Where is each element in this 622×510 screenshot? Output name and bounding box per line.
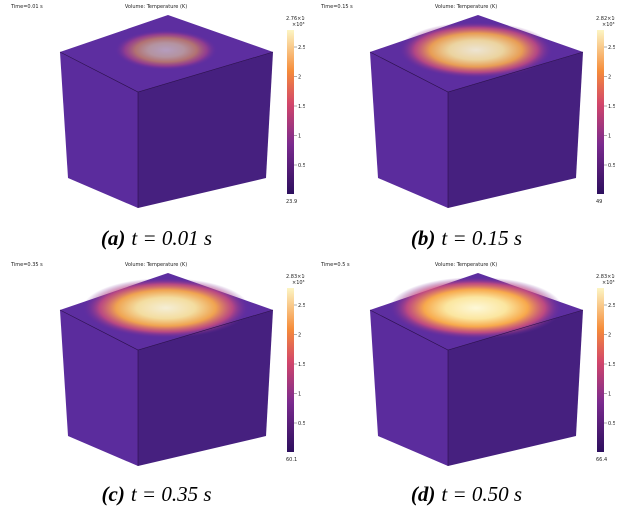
caption: (b) t = 0.15 s bbox=[318, 226, 615, 251]
colorbar-tick-label: 0.5 bbox=[608, 163, 615, 169]
colorbar bbox=[287, 30, 294, 194]
caption: (d) t = 0.50 s bbox=[318, 482, 615, 507]
render: Time=0.01 s Volume: Temperature (K) 2.76×1… bbox=[10, 4, 310, 208]
time-label: Time=0.5 s bbox=[320, 262, 350, 268]
time-label: Time=0.15 s bbox=[320, 4, 353, 10]
plot-title: Volume: Temperature (K) bbox=[435, 4, 497, 10]
hot-spot bbox=[399, 22, 553, 78]
colorbar-tick-label: 0.5 bbox=[298, 421, 305, 427]
colorbar-tick-label: 1 bbox=[298, 133, 301, 139]
caption-label: (d) bbox=[410, 482, 436, 506]
panel: Time=0.35 s Volume: Temperature (K) 2.83×1… bbox=[8, 258, 310, 470]
colorbar-tick-label: 2.5 bbox=[608, 45, 615, 51]
render: Time=0.5 s Volume: Temperature (K) 2.83×10… bbox=[320, 262, 620, 466]
panel: Time=0.5 s Volume: Temperature (K) 2.83×10… bbox=[318, 258, 620, 470]
hot-spot bbox=[389, 277, 563, 339]
colorbar-exponent: ×10³ bbox=[292, 280, 305, 286]
colorbar-tick-label: 1.5 bbox=[298, 362, 305, 368]
time-label: Time=0.35 s bbox=[10, 262, 43, 268]
colorbar-max: 2.83×10³ bbox=[286, 274, 305, 280]
colorbar-max: 2.76×10³ bbox=[286, 16, 305, 22]
caption-label: (c) bbox=[101, 482, 125, 506]
colorbar-tick-label: 1 bbox=[608, 391, 611, 397]
colorbar-tick-label: 1 bbox=[298, 391, 301, 397]
panel: Time=0.01 s Volume: Temperature (K) 2.76×1… bbox=[8, 0, 310, 212]
plot-title: Volume: Temperature (K) bbox=[435, 262, 497, 268]
time-label: Time=0.01 s bbox=[10, 4, 43, 10]
colorbar bbox=[597, 288, 604, 452]
colorbar-tick-label: 2.5 bbox=[298, 303, 305, 309]
cube-left-face bbox=[60, 52, 138, 208]
colorbar bbox=[287, 288, 294, 452]
colorbar-max: 2.82×10³ bbox=[596, 16, 615, 22]
caption-text: t = 0.50 s bbox=[441, 482, 523, 506]
colorbar-exponent: ×10³ bbox=[292, 22, 305, 28]
caption: (c) t = 0.35 s bbox=[8, 482, 305, 507]
hot-spot bbox=[114, 30, 218, 70]
colorbar-tick-label: 1.5 bbox=[298, 104, 305, 110]
caption-text: t = 0.15 s bbox=[441, 226, 523, 250]
colorbar-min: 49 bbox=[596, 199, 602, 205]
panel: Time=0.15 s Volume: Temperature (K) 2.82×1… bbox=[318, 0, 620, 212]
cube-right-face bbox=[448, 52, 583, 208]
colorbar-tick-label: 0.5 bbox=[608, 421, 615, 427]
colorbar-min: 23.9 bbox=[286, 199, 297, 205]
colorbar bbox=[597, 30, 604, 194]
colorbar-tick-label: 2 bbox=[298, 74, 301, 80]
colorbar-tick-label: 0.5 bbox=[298, 163, 305, 169]
plot-title: Volume: Temperature (K) bbox=[125, 262, 187, 268]
caption: (a) t = 0.01 s bbox=[8, 226, 305, 251]
plot-title: Volume: Temperature (K) bbox=[125, 4, 187, 10]
colorbar-min: 60.1 bbox=[286, 457, 297, 463]
hot-spot bbox=[82, 278, 250, 338]
render: Time=0.35 s Volume: Temperature (K) 2.83×1… bbox=[10, 262, 310, 466]
cube-left-face bbox=[370, 310, 448, 466]
cube-right-face bbox=[138, 310, 273, 466]
colorbar-tick-label: 1.5 bbox=[608, 104, 615, 110]
caption-text: t = 0.35 s bbox=[130, 482, 212, 506]
colorbar-exponent: ×10³ bbox=[602, 22, 615, 28]
caption-label: (b) bbox=[410, 226, 436, 250]
colorbar-max: 2.83×10³ bbox=[596, 274, 615, 280]
colorbar-tick-label: 2 bbox=[608, 332, 611, 338]
colorbar-tick-label: 1.5 bbox=[608, 362, 615, 368]
cube-left-face bbox=[60, 310, 138, 466]
colorbar-min: 66.4 bbox=[596, 457, 607, 463]
colorbar-tick-label: 2 bbox=[608, 74, 611, 80]
colorbar-tick-label: 2 bbox=[298, 332, 301, 338]
caption-label: (a) bbox=[100, 226, 126, 250]
colorbar-tick-label: 1 bbox=[608, 133, 611, 139]
colorbar-exponent: ×10³ bbox=[602, 280, 615, 286]
colorbar-tick-label: 2.5 bbox=[298, 45, 305, 51]
render: Time=0.15 s Volume: Temperature (K) 2.82×1… bbox=[320, 4, 620, 208]
colorbar-tick-label: 2.5 bbox=[608, 303, 615, 309]
caption-text: t = 0.01 s bbox=[131, 226, 213, 250]
cube-left-face bbox=[370, 52, 448, 208]
cube-right-face bbox=[138, 52, 273, 208]
cube-right-face bbox=[448, 310, 583, 466]
